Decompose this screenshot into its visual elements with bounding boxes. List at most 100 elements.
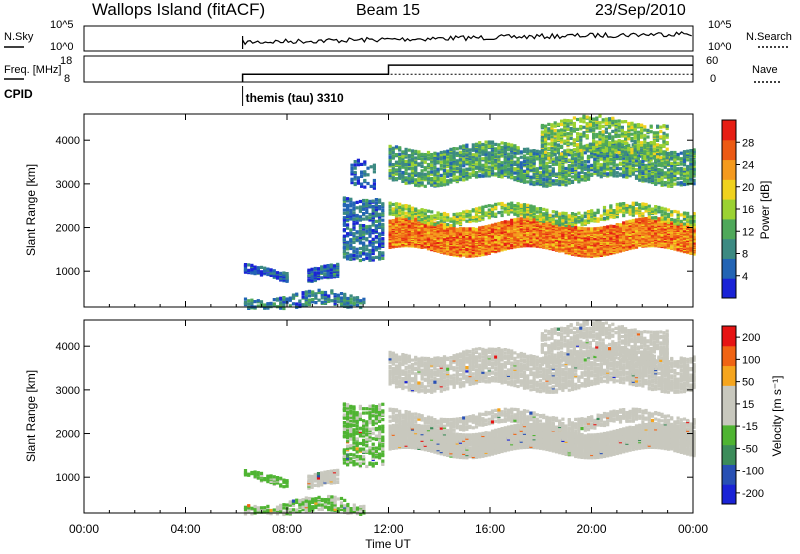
data-cell [462, 252, 466, 256]
data-cell [558, 179, 562, 184]
data-cell [243, 267, 248, 271]
data-cell [490, 204, 495, 208]
data-cell [417, 178, 421, 182]
data-cell [417, 155, 421, 159]
data-cell [304, 300, 308, 304]
data-cell [282, 306, 286, 311]
data-cell [474, 175, 479, 179]
data-cell [631, 207, 635, 211]
data-cell [618, 167, 623, 171]
data-cell [417, 214, 421, 219]
data-cell [522, 205, 527, 209]
data-cell [455, 151, 459, 155]
data-cell [583, 151, 587, 155]
data-cell [548, 165, 552, 169]
data-cell [650, 207, 655, 211]
data-cell [449, 151, 453, 155]
data-cell [631, 218, 635, 223]
data-cell [407, 172, 411, 176]
data-cell [320, 265, 324, 269]
data-cell [398, 211, 402, 215]
data-cell [388, 157, 392, 162]
data-cell [484, 148, 488, 152]
data-cell [404, 166, 408, 170]
data-cell [494, 206, 498, 210]
data-cell [323, 290, 328, 295]
data-cell [381, 218, 385, 222]
data-cell [686, 215, 690, 219]
data-cell [490, 160, 495, 164]
data-cell [609, 166, 613, 170]
data-cell [269, 273, 273, 277]
data-cell [468, 160, 472, 164]
data-cell [580, 175, 584, 179]
data-cell [342, 228, 346, 232]
data-cell [462, 214, 466, 218]
data-cell [644, 209, 648, 213]
data-cell [259, 265, 264, 269]
data-cell [442, 150, 447, 154]
data-cell [532, 211, 536, 215]
data-cell [497, 170, 501, 174]
data-cell [506, 171, 511, 175]
data-cell [401, 150, 405, 154]
data-cell [436, 211, 440, 215]
data-cell [586, 227, 591, 231]
data-cell [673, 244, 677, 248]
data-cell [583, 227, 587, 231]
data-cell [343, 300, 347, 304]
data-cell [494, 159, 498, 163]
data-cell [358, 229, 362, 233]
data-cell [535, 210, 539, 214]
data-cell [481, 230, 485, 234]
data-cell [442, 183, 447, 187]
data-cell [433, 222, 437, 227]
data-cell [314, 301, 318, 305]
data-cell [577, 220, 581, 224]
data-cell [634, 235, 639, 239]
data-cell [484, 174, 488, 178]
data-cell [465, 247, 469, 251]
data-cell [657, 217, 661, 221]
data-cell [506, 220, 511, 224]
data-cell [462, 170, 466, 174]
data-cell [452, 226, 456, 230]
data-cell [465, 160, 469, 164]
data-cell [371, 211, 375, 215]
data-cell [362, 241, 366, 245]
data-cell [404, 211, 408, 215]
data-cell [497, 221, 501, 226]
data-cell [487, 208, 491, 212]
data-cell [436, 160, 440, 164]
data-cell [362, 217, 366, 221]
data-cell [398, 146, 402, 150]
data-cell [404, 150, 408, 154]
data-cell [487, 153, 491, 157]
data-cell [516, 202, 520, 206]
data-cell [404, 171, 408, 176]
data-cell [436, 172, 440, 176]
data-cell [398, 160, 402, 164]
data-cell [468, 168, 472, 172]
data-cell [439, 177, 443, 181]
data-cell [519, 217, 523, 221]
data-cell [282, 271, 286, 275]
data-cell [497, 244, 501, 248]
data-cell [436, 179, 440, 183]
data-cell [407, 224, 411, 228]
data-cell [634, 229, 639, 233]
data-cell [362, 237, 366, 241]
data-cell [532, 155, 536, 159]
data-cell [513, 209, 517, 213]
data-cell [307, 298, 312, 302]
data-cell [519, 150, 523, 154]
data-cell [583, 215, 587, 219]
data-cell [439, 238, 443, 242]
data-cell [349, 202, 353, 206]
data-cell [250, 300, 254, 304]
data-cell [538, 210, 543, 214]
data-cell [342, 218, 346, 222]
data-cell [256, 304, 260, 308]
data-cell [462, 227, 466, 231]
data-cell [374, 255, 378, 259]
